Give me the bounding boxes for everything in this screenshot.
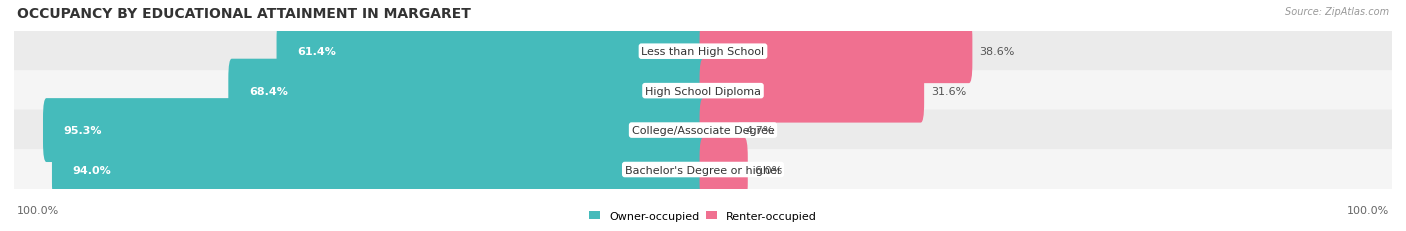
FancyBboxPatch shape (700, 99, 738, 162)
FancyBboxPatch shape (700, 138, 748, 202)
FancyBboxPatch shape (52, 138, 706, 202)
Text: 38.6%: 38.6% (979, 47, 1015, 57)
FancyBboxPatch shape (14, 149, 1392, 190)
Text: 6.0%: 6.0% (755, 165, 783, 175)
Text: 95.3%: 95.3% (63, 125, 103, 136)
Text: College/Associate Degree: College/Associate Degree (631, 125, 775, 136)
FancyBboxPatch shape (700, 20, 973, 84)
Text: 100.0%: 100.0% (1347, 205, 1389, 215)
Text: OCCUPANCY BY EDUCATIONAL ATTAINMENT IN MARGARET: OCCUPANCY BY EDUCATIONAL ATTAINMENT IN M… (17, 7, 471, 21)
FancyBboxPatch shape (14, 71, 1392, 112)
Text: 31.6%: 31.6% (931, 86, 966, 96)
FancyBboxPatch shape (700, 59, 924, 123)
Text: High School Diploma: High School Diploma (645, 86, 761, 96)
Text: Less than High School: Less than High School (641, 47, 765, 57)
Text: Source: ZipAtlas.com: Source: ZipAtlas.com (1285, 7, 1389, 17)
FancyBboxPatch shape (228, 59, 706, 123)
FancyBboxPatch shape (277, 20, 706, 84)
FancyBboxPatch shape (14, 110, 1392, 151)
Text: 4.7%: 4.7% (745, 125, 775, 136)
Text: 94.0%: 94.0% (73, 165, 111, 175)
Legend: Owner-occupied, Renter-occupied: Owner-occupied, Renter-occupied (585, 207, 821, 225)
FancyBboxPatch shape (14, 32, 1392, 72)
Text: 100.0%: 100.0% (17, 205, 59, 215)
FancyBboxPatch shape (44, 99, 706, 162)
Text: Bachelor's Degree or higher: Bachelor's Degree or higher (624, 165, 782, 175)
Text: 68.4%: 68.4% (249, 86, 288, 96)
Text: 61.4%: 61.4% (297, 47, 336, 57)
